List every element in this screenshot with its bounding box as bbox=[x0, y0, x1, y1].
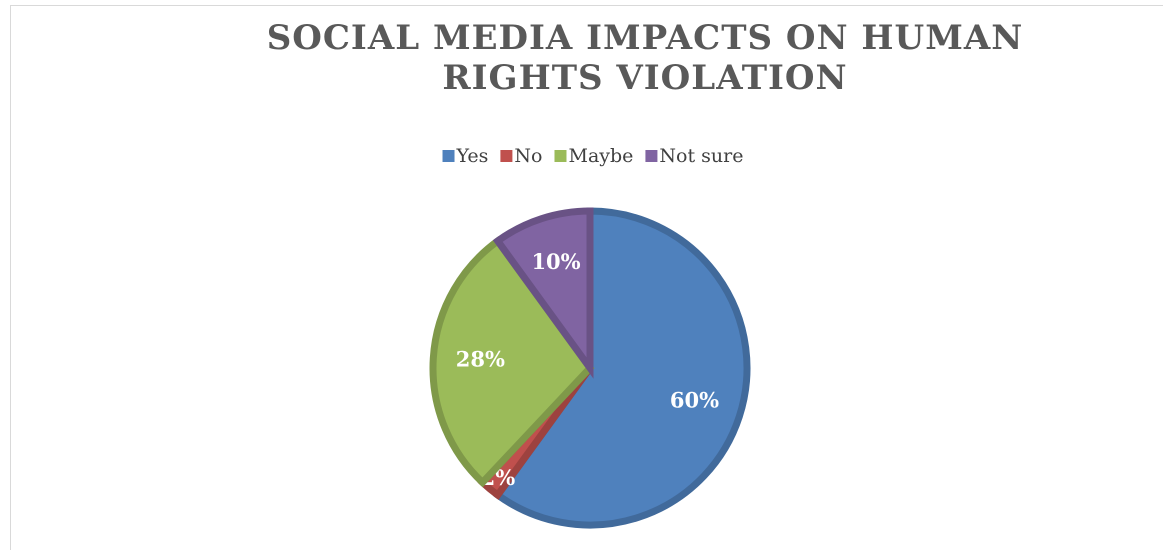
chart-frame bbox=[10, 5, 1163, 550]
legend-swatch bbox=[500, 150, 513, 162]
legend-label: Not sure bbox=[659, 145, 743, 167]
legend-label: Yes bbox=[456, 145, 489, 167]
pie: 60%2%28%10% bbox=[429, 207, 751, 529]
data-label: 60% bbox=[670, 387, 719, 412]
pie-slice bbox=[429, 236, 595, 488]
legend-label: Maybe bbox=[568, 145, 633, 167]
chart-title: SOCIAL MEDIA IMPACTS ON HUMAN RIGHTS VIO… bbox=[266, 18, 1024, 98]
pie-slice bbox=[492, 207, 751, 529]
pie-slice bbox=[492, 207, 594, 379]
legend-swatch bbox=[442, 150, 455, 162]
legend-label: No bbox=[514, 145, 542, 167]
legend-swatch bbox=[554, 150, 567, 162]
legend: Yes No Maybe Not sure bbox=[442, 145, 743, 167]
data-label: 28% bbox=[456, 347, 505, 372]
legend-swatch bbox=[645, 150, 658, 162]
data-label: 10% bbox=[531, 249, 580, 274]
